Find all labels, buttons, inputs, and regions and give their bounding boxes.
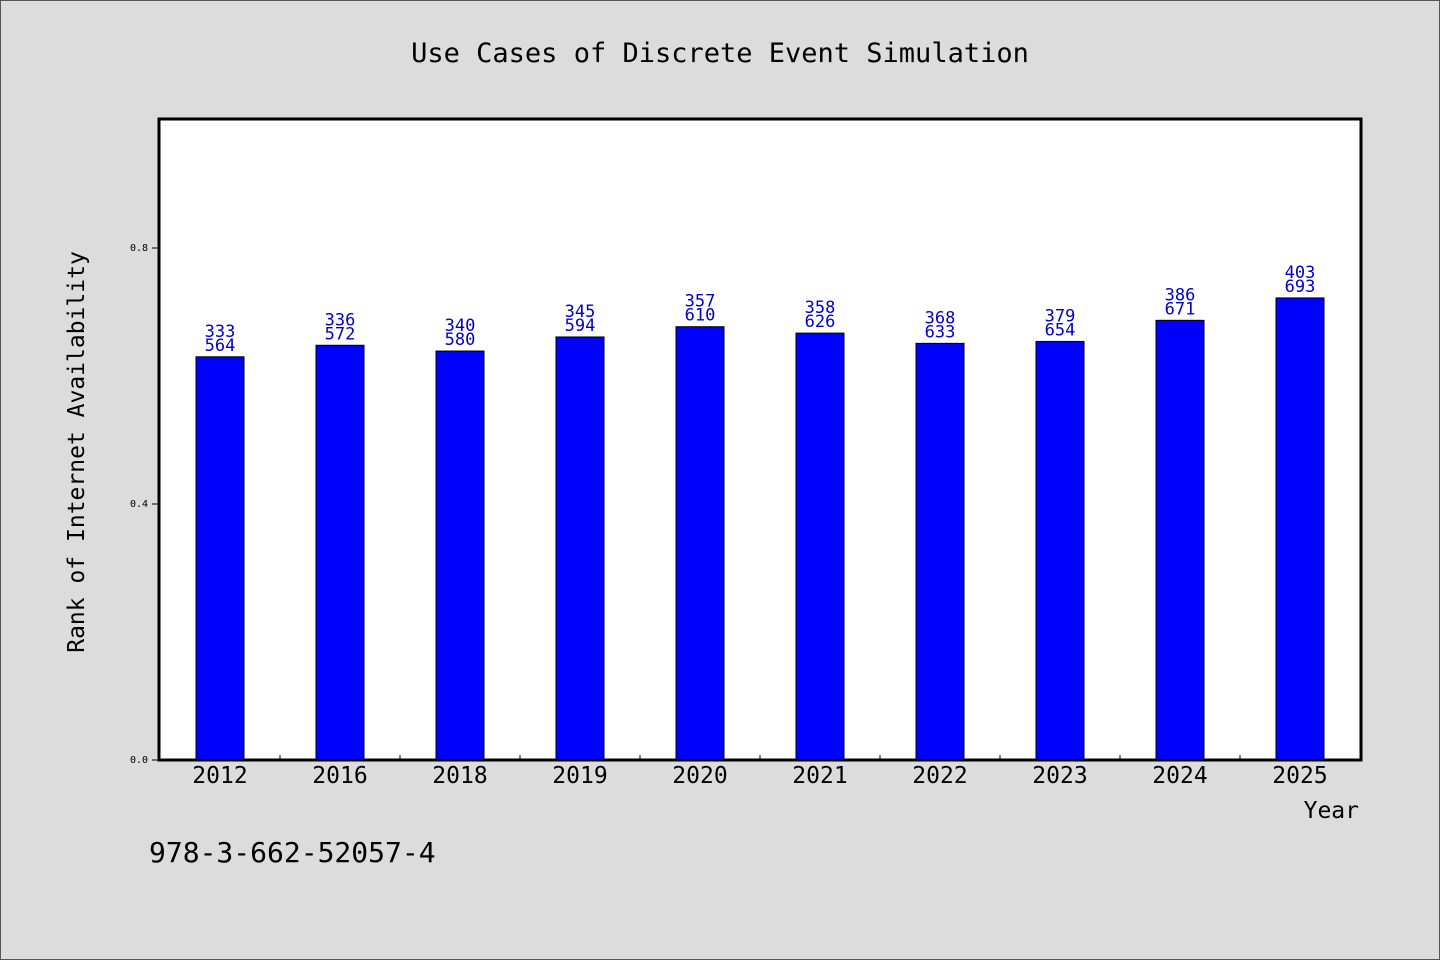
bar-label-top: 333 bbox=[205, 322, 236, 342]
bar-label-top: 357 bbox=[685, 292, 716, 312]
y-tick-label: 0.4 bbox=[130, 499, 148, 510]
x-ticks-group: 2012 2016 2018 2019 2020 2021 2022 2023 2024 2025 bbox=[192, 755, 1328, 789]
y-tick-label: 0.0 bbox=[130, 755, 148, 766]
y-ticks-group: 0.0 0.4 0.8 bbox=[130, 243, 160, 766]
bar bbox=[915, 342, 965, 761]
bar-label-top: 340 bbox=[445, 316, 476, 336]
y-tick-label: 0.8 bbox=[130, 243, 148, 254]
bar-label-top: 345 bbox=[565, 302, 596, 322]
x-tick-label: 2018 bbox=[432, 763, 487, 789]
bar-label-bottom: 626 bbox=[805, 312, 836, 332]
bar-label-top: 368 bbox=[925, 308, 956, 328]
bar bbox=[675, 326, 725, 761]
bar-label-top: 403 bbox=[1285, 263, 1316, 283]
bar bbox=[1035, 340, 1085, 761]
y-axis-label: Rank of Internet Availability bbox=[64, 251, 90, 653]
x-tick-label: 2021 bbox=[792, 763, 847, 789]
bar-label-bottom: 671 bbox=[1165, 299, 1196, 319]
x-tick-label: 2016 bbox=[312, 763, 367, 789]
x-axis-label: Year bbox=[1304, 798, 1359, 824]
bar-label-top: 386 bbox=[1165, 285, 1196, 305]
x-tick-label: 2024 bbox=[1152, 763, 1207, 789]
bar bbox=[435, 350, 485, 761]
bar bbox=[795, 332, 845, 761]
bar-label-bottom: 580 bbox=[445, 330, 476, 350]
x-tick-label: 2019 bbox=[552, 763, 607, 789]
bar bbox=[1155, 319, 1205, 761]
chart-title: Use Cases of Discrete Event Simulation bbox=[411, 38, 1029, 69]
bar bbox=[555, 336, 605, 761]
footer-isbn: 978-3-662-52057-4 bbox=[149, 836, 436, 869]
bars-group bbox=[195, 297, 1325, 761]
bar-label-bottom: 654 bbox=[1045, 320, 1076, 340]
bar-label-bottom: 693 bbox=[1285, 277, 1316, 297]
bar bbox=[195, 356, 245, 761]
bar-label-bottom: 633 bbox=[925, 322, 956, 342]
bar-label-top: 336 bbox=[325, 310, 356, 330]
bar-label-bottom: 594 bbox=[565, 316, 596, 336]
x-tick-label: 2012 bbox=[192, 763, 247, 789]
bar-label-bottom: 572 bbox=[325, 324, 356, 344]
x-tick-label: 2023 bbox=[1032, 763, 1087, 789]
x-tick-label: 2025 bbox=[1272, 763, 1327, 789]
bar-label-top: 379 bbox=[1045, 306, 1076, 326]
x-tick-label: 2020 bbox=[672, 763, 727, 789]
bar bbox=[315, 344, 365, 761]
bar bbox=[1275, 297, 1325, 761]
bar-label-top: 358 bbox=[805, 298, 836, 318]
bar-label-bottom: 564 bbox=[205, 336, 236, 356]
x-tick-label: 2022 bbox=[912, 763, 967, 789]
bar-label-bottom: 610 bbox=[685, 306, 716, 326]
